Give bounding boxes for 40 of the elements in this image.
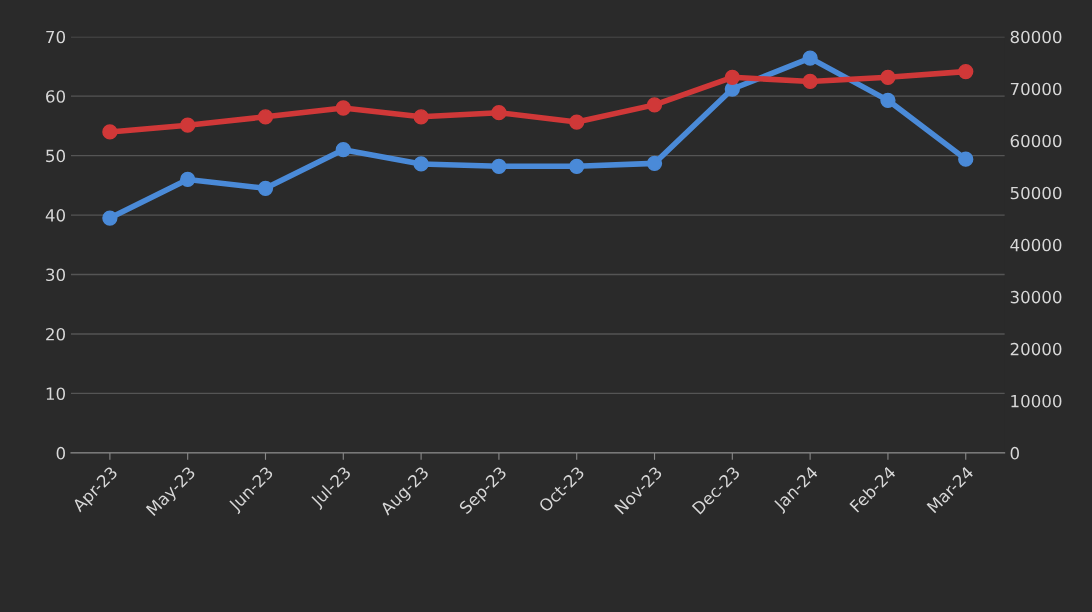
point bbox=[646, 97, 663, 113]
point bbox=[335, 100, 351, 116]
y2-tick-label: 10000 bbox=[1011, 394, 1062, 408]
point bbox=[257, 180, 274, 196]
point bbox=[880, 69, 896, 85]
y-tick-label: 50 bbox=[46, 149, 66, 163]
y-tick-label: 0 bbox=[56, 446, 66, 460]
point bbox=[880, 92, 896, 108]
point bbox=[491, 158, 507, 174]
y-tick-label: 20 bbox=[46, 327, 66, 341]
point bbox=[180, 117, 196, 133]
y-tick-label: 70 bbox=[46, 30, 66, 44]
point bbox=[180, 171, 196, 188]
y2-tick-label: 80000 bbox=[1010, 30, 1062, 44]
y2-tick-label: 70000 bbox=[1010, 82, 1062, 96]
y2-tick-label: 20000 bbox=[1010, 342, 1062, 356]
point bbox=[802, 50, 818, 66]
point bbox=[413, 109, 429, 125]
point bbox=[413, 156, 429, 172]
point bbox=[724, 69, 740, 85]
y-tick-label: 60 bbox=[46, 90, 66, 103]
point bbox=[958, 151, 974, 167]
point bbox=[102, 210, 118, 226]
y2-tick-label: 30000 bbox=[1010, 290, 1062, 304]
y2-tick-label: 40000 bbox=[1010, 238, 1062, 252]
point bbox=[646, 155, 663, 171]
point bbox=[569, 158, 585, 174]
y2-tick-label: 50000 bbox=[1010, 186, 1062, 200]
point bbox=[569, 114, 585, 130]
y2-tick-label: 60000 bbox=[1010, 134, 1062, 148]
y-tick-label: 30 bbox=[46, 268, 66, 282]
y-tick-label: 40 bbox=[45, 209, 66, 222]
point bbox=[802, 73, 818, 90]
point bbox=[491, 105, 507, 121]
point bbox=[102, 124, 118, 140]
point bbox=[335, 142, 351, 158]
y2-tick-label: 0 bbox=[1010, 446, 1019, 460]
point bbox=[257, 109, 274, 125]
point bbox=[958, 63, 974, 80]
y-tick-label: 10 bbox=[46, 387, 66, 400]
